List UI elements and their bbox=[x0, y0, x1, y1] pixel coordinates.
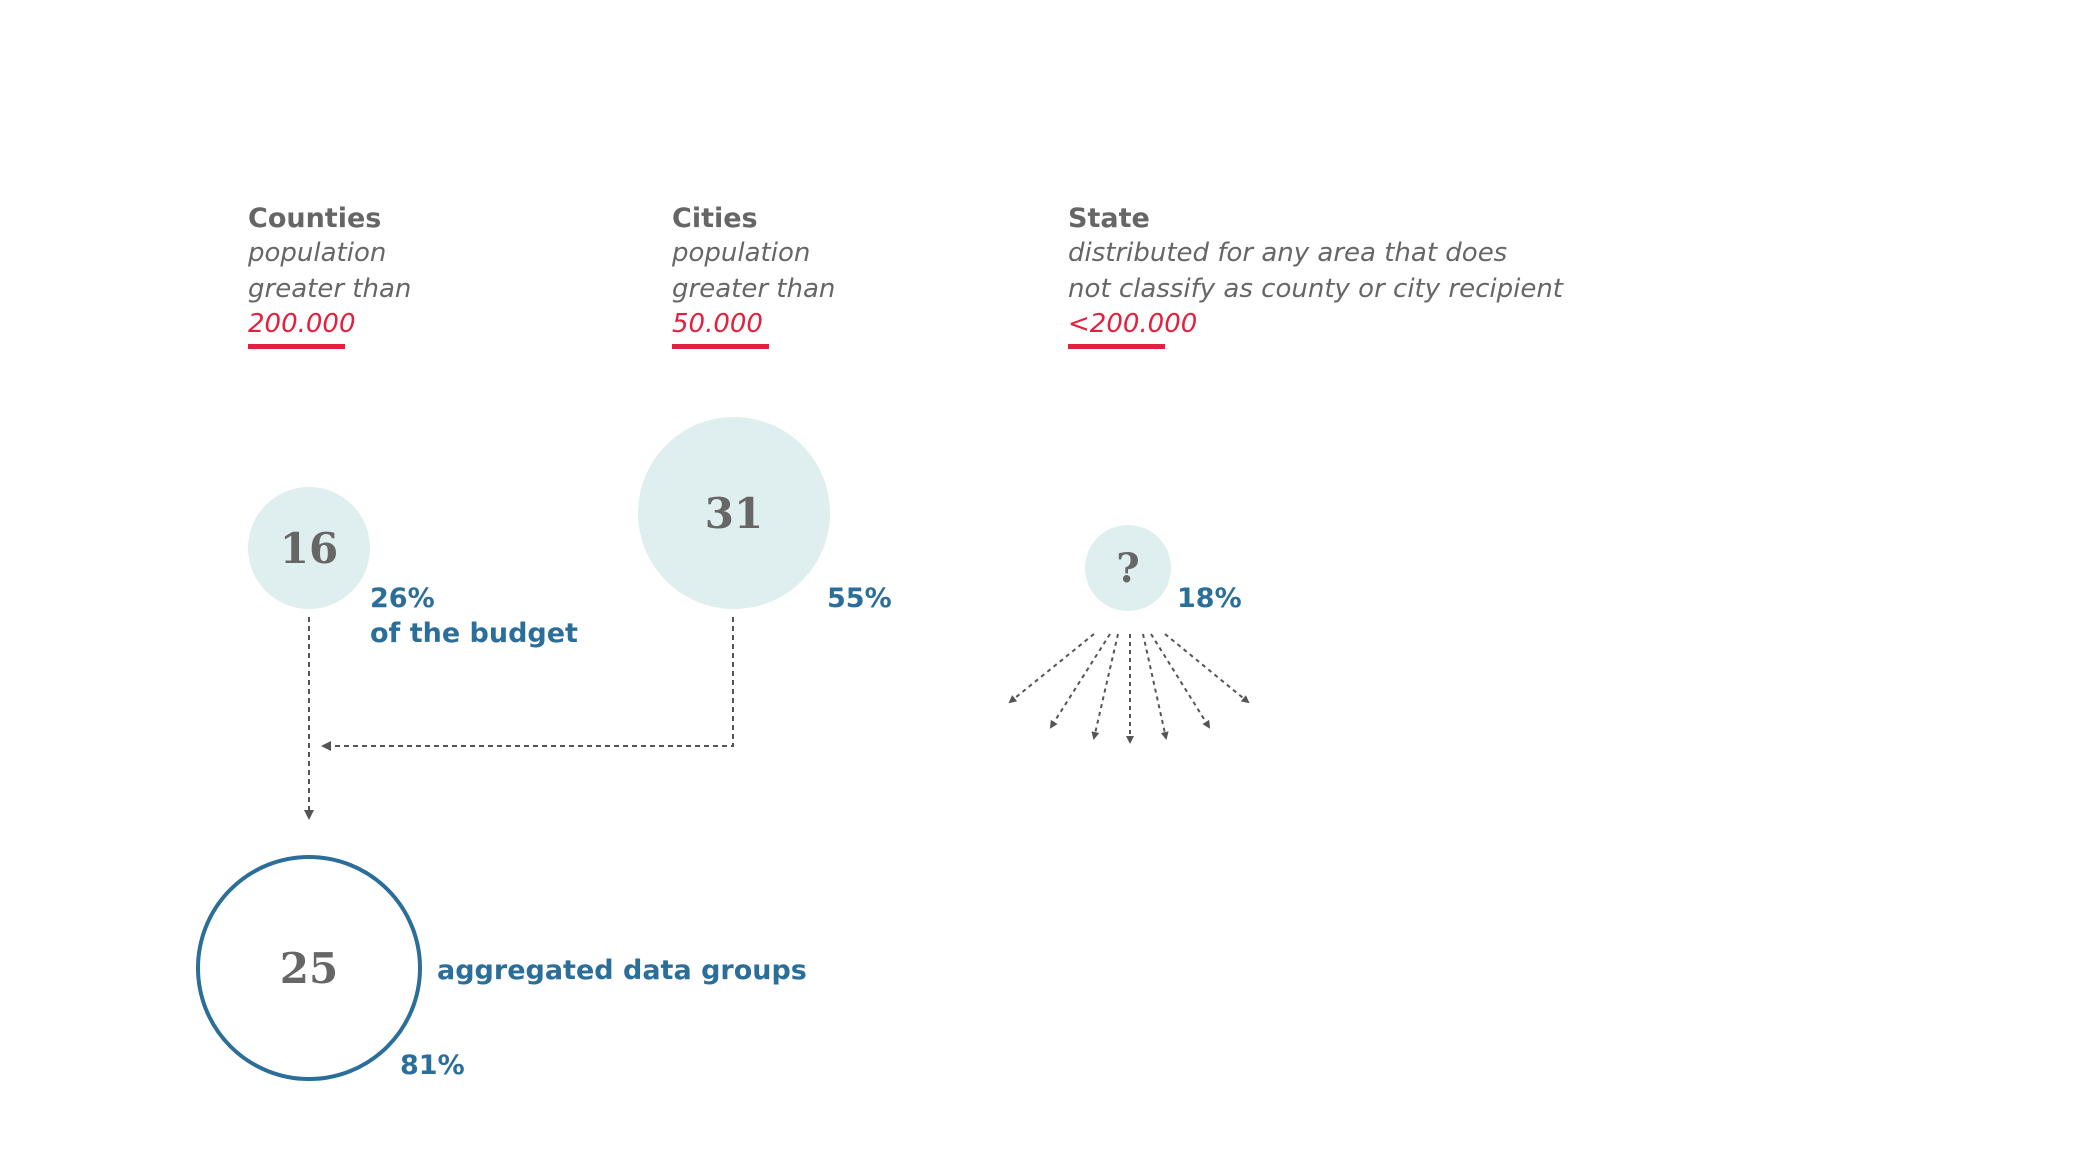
cities-threshold: 50.000 bbox=[672, 309, 763, 339]
cities-percent: 55% bbox=[827, 583, 892, 614]
cities-subtitle-line2: greater than bbox=[672, 273, 836, 304]
state-count: ? bbox=[1116, 544, 1140, 592]
state-title: State bbox=[1068, 203, 1150, 234]
aggregate-ring: 25 bbox=[196, 855, 422, 1081]
counties-percent: 26% bbox=[370, 583, 435, 614]
state-distribution-arrows bbox=[1008, 633, 1250, 744]
counties-bubble: 16 bbox=[248, 487, 370, 609]
state-percent: 18% bbox=[1177, 583, 1242, 614]
counties-threshold: 200.000 bbox=[248, 309, 356, 339]
counties-underline bbox=[248, 344, 345, 349]
aggregate-label: aggregated data groups bbox=[437, 955, 807, 986]
cities-underline bbox=[672, 344, 769, 349]
state-underline bbox=[1068, 344, 1165, 349]
aggregate-count: 25 bbox=[279, 943, 339, 993]
state-threshold: <200.000 bbox=[1068, 309, 1198, 339]
cities-header: Cities population greater than 50.000 bbox=[672, 202, 835, 349]
counties-subtitle-line1: population bbox=[248, 238, 387, 268]
state-subtitle-line2: not classify as county or city recipient bbox=[1068, 273, 1563, 304]
counties-header: Counties population greater than 200.000 bbox=[248, 202, 411, 349]
state-bubble: ? bbox=[1085, 525, 1171, 611]
cities-subtitle-line1: population bbox=[672, 238, 811, 268]
counties-count: 16 bbox=[279, 523, 339, 573]
counties-title: Counties bbox=[248, 203, 382, 234]
aggregate-percent: 81% bbox=[400, 1050, 465, 1081]
cities-to-aggregate-arrow bbox=[321, 617, 734, 751]
cities-bubble: 31 bbox=[638, 417, 830, 609]
state-header: State distributed for any area that does… bbox=[1068, 202, 1563, 349]
cities-title: Cities bbox=[672, 203, 758, 234]
counties-subtitle-line2: greater than bbox=[248, 273, 412, 304]
counties-budget-note: of the budget bbox=[370, 618, 578, 649]
cities-count: 31 bbox=[704, 488, 764, 538]
state-subtitle-line1: distributed for any area that does bbox=[1068, 238, 1508, 268]
